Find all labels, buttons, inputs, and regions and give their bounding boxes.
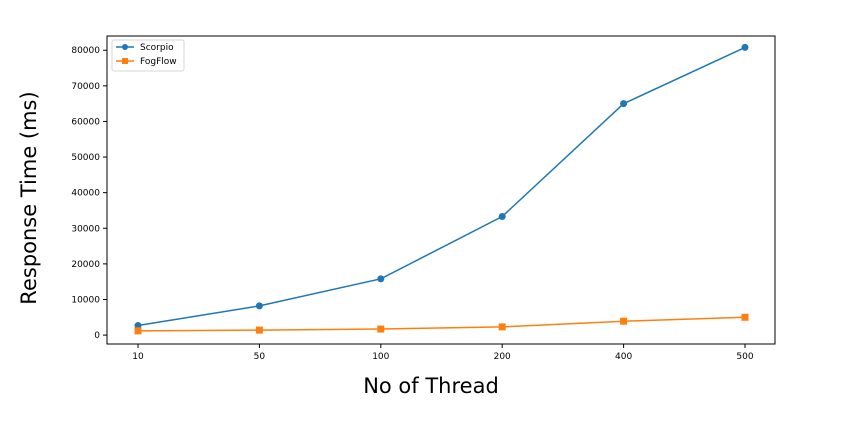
x-tick-label: 200	[494, 352, 511, 362]
data-point-scorpio	[620, 100, 628, 108]
y-axis-title: Response Time (ms)	[17, 91, 41, 304]
data-point-scorpio	[377, 275, 385, 283]
data-point-fogflow	[498, 323, 506, 331]
x-tick-label: 10	[132, 352, 144, 362]
data-point-fogflow	[377, 325, 385, 333]
x-tick-label: 500	[736, 352, 753, 362]
legend-label-fogflow: FogFlow	[140, 57, 177, 67]
y-tick-label: 0	[94, 331, 100, 341]
data-point-scorpio	[498, 213, 506, 221]
y-tick-label: 30000	[71, 224, 100, 234]
legend-label-scorpio: Scorpio	[140, 43, 174, 53]
x-axis-title: No of Thread	[363, 374, 499, 398]
series-layer	[134, 43, 749, 335]
plot-area	[106, 35, 776, 345]
data-point-scorpio	[134, 321, 142, 329]
x-tick-label: 50	[254, 352, 266, 362]
legend: Scorpio FogFlow	[111, 39, 185, 72]
series-line-scorpio	[137, 46, 746, 327]
legend-marker-scorpio	[122, 44, 128, 50]
y-tick-label: 40000	[71, 189, 100, 199]
data-point-fogflow	[741, 313, 749, 321]
data-point-scorpio	[255, 302, 263, 310]
y-tick-label: 60000	[71, 117, 100, 127]
y-axis-ticks: 0 10000 20000 30000 40000 50000 60000 70000 8000…	[71, 46, 107, 341]
y-tick-label: 50000	[71, 153, 100, 163]
data-point-fogflow	[255, 326, 263, 334]
data-point-fogflow	[134, 327, 142, 335]
y-tick-label: 80000	[71, 46, 100, 56]
data-point-fogflow	[620, 317, 628, 325]
data-point-scorpio	[741, 43, 749, 51]
y-tick-label: 20000	[71, 260, 100, 270]
y-tick-label: 70000	[71, 82, 100, 92]
x-tick-label: 100	[372, 352, 389, 362]
y-tick-label: 10000	[71, 295, 100, 305]
x-tick-label: 400	[615, 352, 632, 362]
x-axis-ticks: 10 50 100 200 400 500	[132, 344, 754, 362]
legend-marker-fogflow	[122, 58, 128, 64]
series-line-fogflow	[137, 316, 746, 332]
